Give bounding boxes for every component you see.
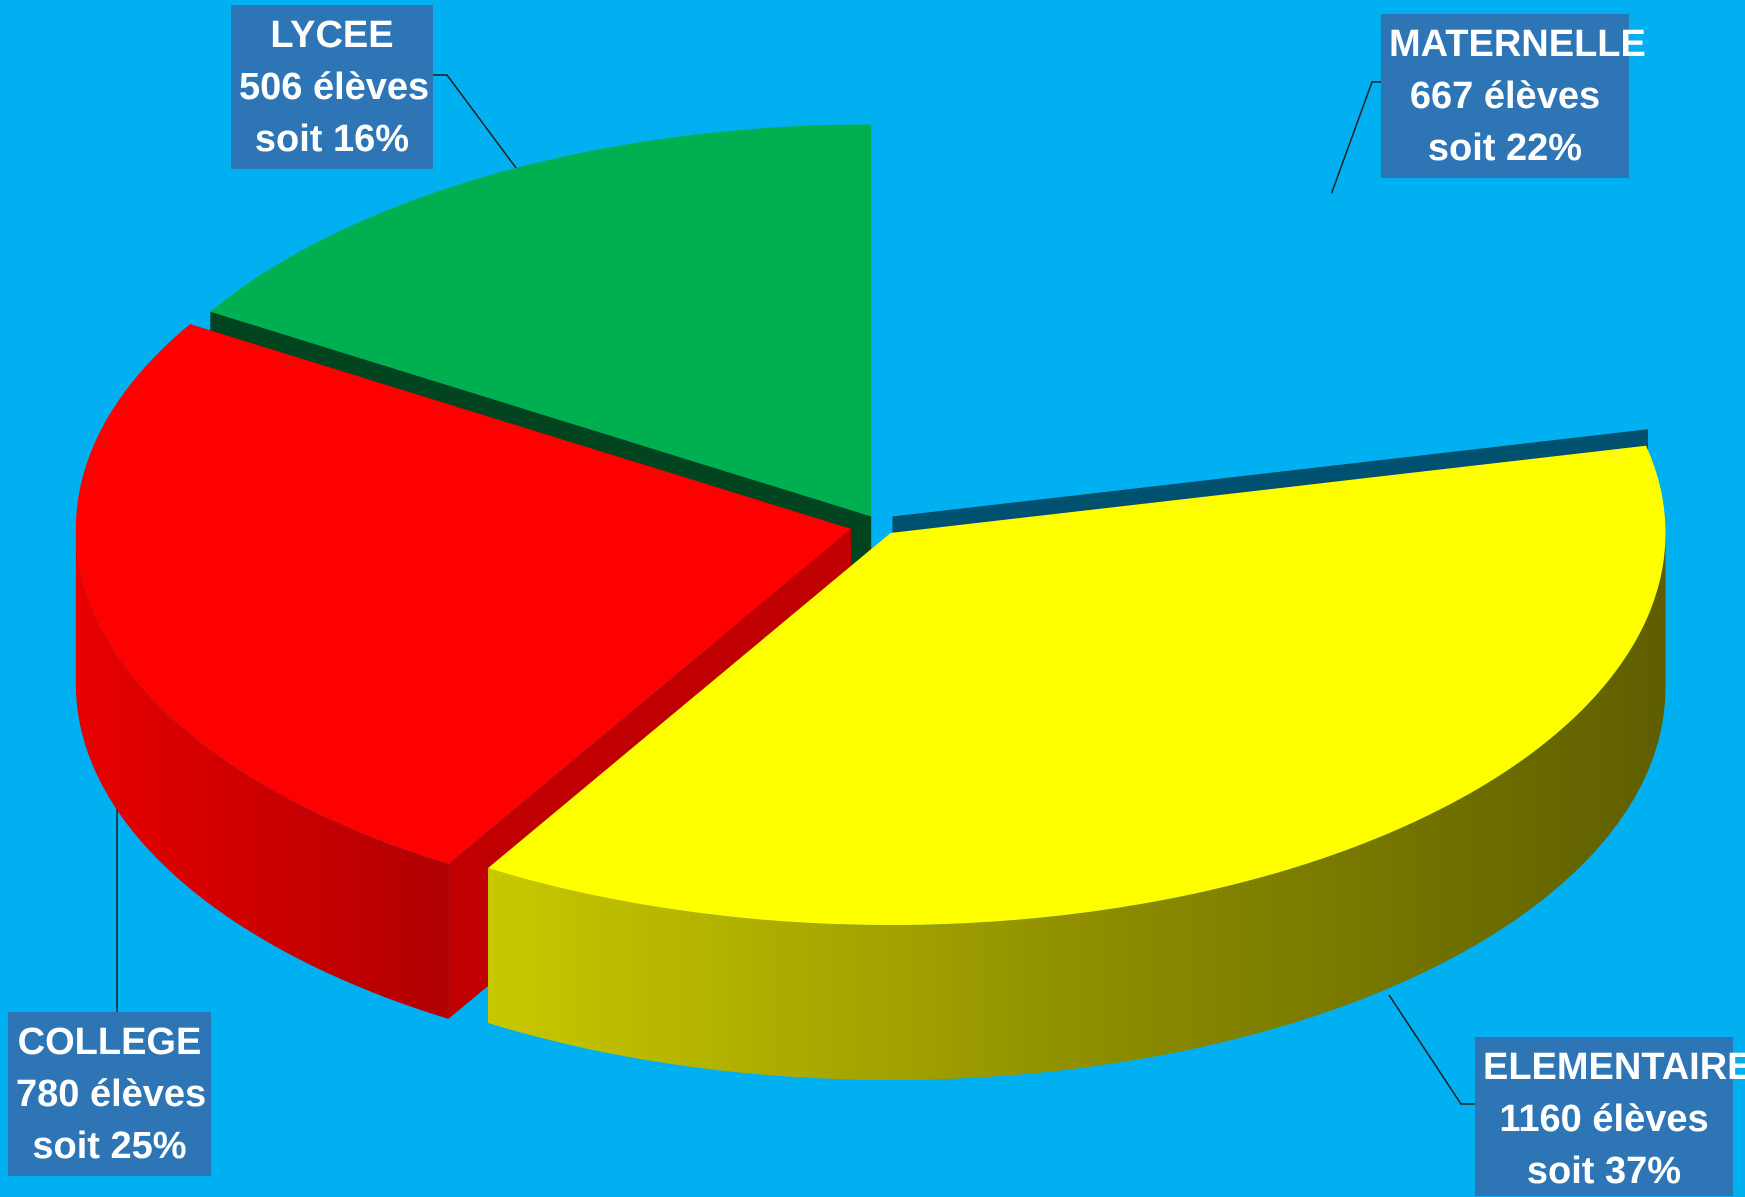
leader-line-elementaire (1388, 994, 1475, 1105)
maternelle-percent: soit 22% (1427, 127, 1583, 169)
slice-label-elementaire: ELEMENTAIRE 1160 élèves soit 37% (1475, 1037, 1745, 1196)
lycee-percent: soit 16% (254, 118, 410, 160)
lycee-count: 506 élèves (239, 66, 430, 108)
college-count: 780 élèves (16, 1073, 207, 1115)
slice-top-lycee (210, 124, 872, 517)
slice-label-college: COLLEGE 780 élèves soit 25% (8, 1012, 211, 1176)
slice-top-maternelle (892, 124, 1649, 517)
pie-slice-elementaire (488, 445, 1666, 1080)
slice-top-college (75, 324, 851, 864)
slice-rim-college (75, 528, 449, 1019)
maternelle-label: MATERNELLE (1389, 23, 1646, 65)
slice-top-elementaire (488, 445, 1666, 926)
college-label: COLLEGE (17, 1021, 202, 1063)
elementaire-label: ELEMENTAIRE (1483, 1046, 1745, 1088)
leader-lines (116, 74, 1475, 1105)
maternelle-count: 667 élèves (1409, 75, 1601, 117)
pie-slices (75, 124, 1666, 1080)
leader-line-maternelle (1315, 81, 1381, 237)
elementaire-percent: soit 37% (1526, 1150, 1682, 1192)
leader-line-lycee (433, 74, 549, 212)
elementaire-count: 1160 élèves (1499, 1098, 1709, 1140)
slice-label-lycee: LYCEE 506 élèves soit 16% (231, 5, 433, 169)
slice-label-maternelle: MATERNELLE 667 élèves soit 22% (1381, 14, 1646, 178)
college-percent: soit 25% (32, 1125, 187, 1167)
slice-rim-elementaire (488, 533, 1666, 1080)
lycee-label: LYCEE (270, 14, 394, 56)
